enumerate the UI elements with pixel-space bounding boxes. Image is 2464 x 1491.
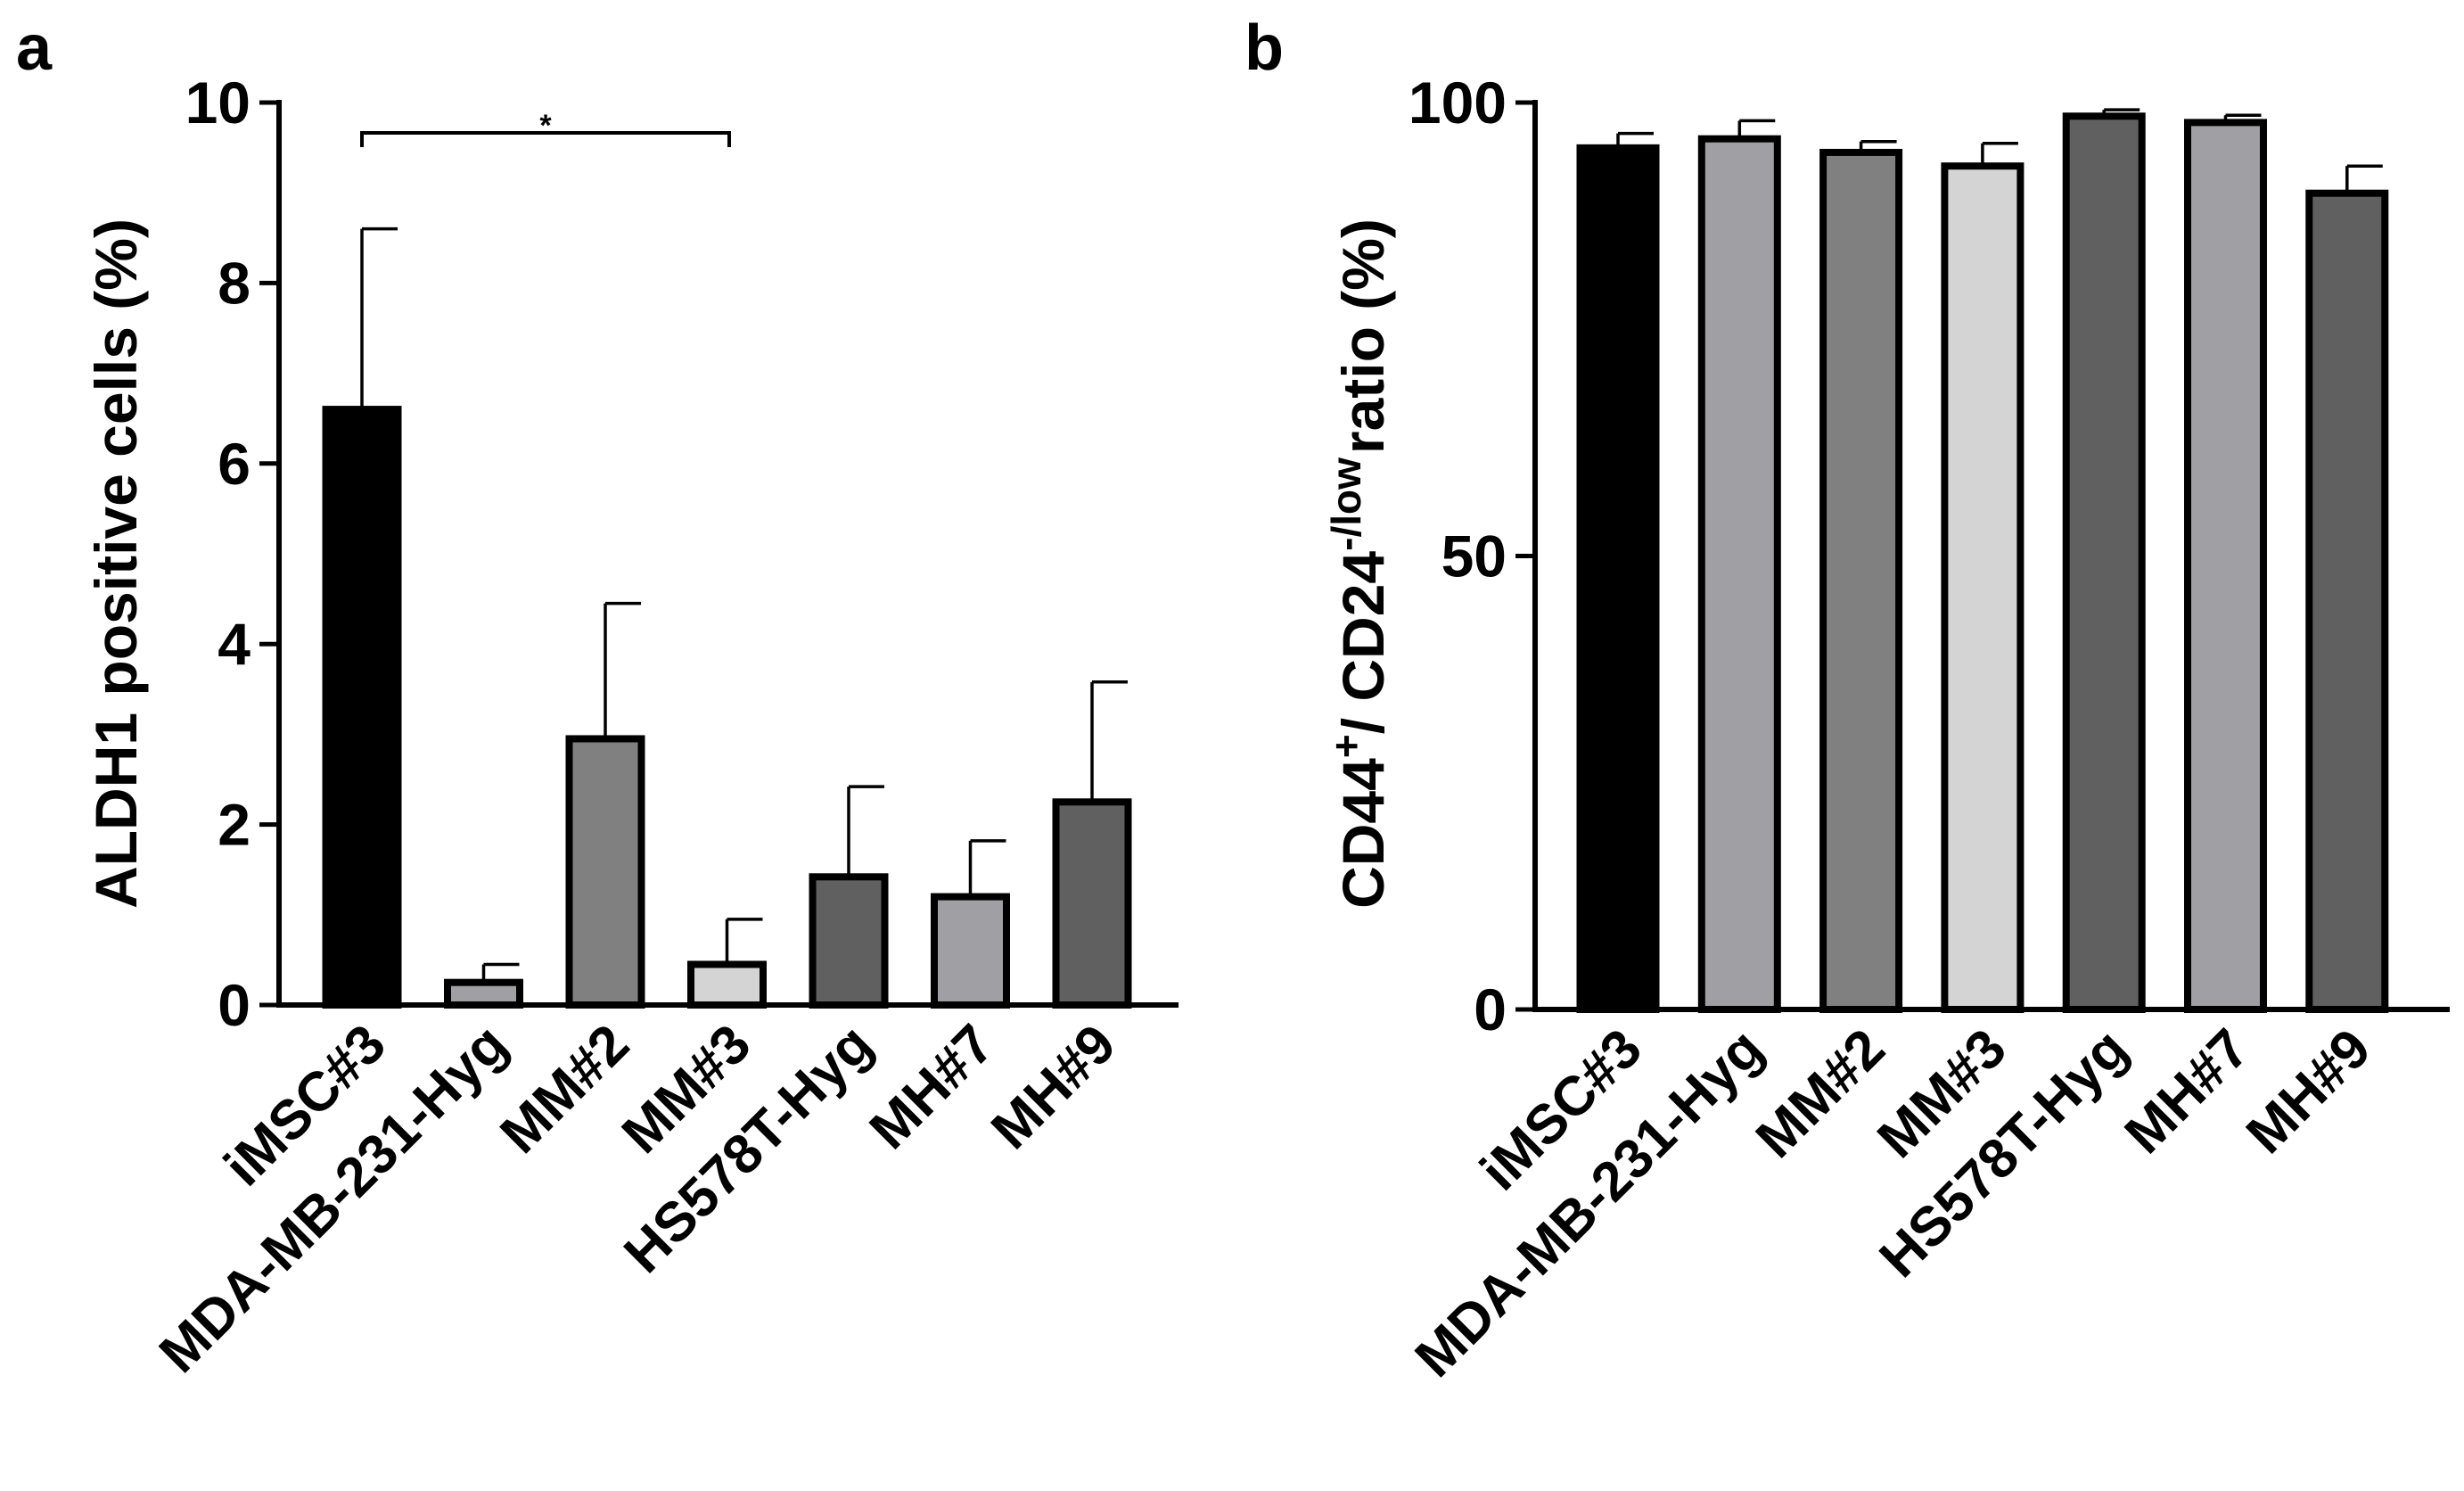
panel-b-axes — [1532, 100, 2450, 1012]
bar-mda-mb-231-hyg — [1697, 135, 1781, 1013]
y-tick-label: 10 — [185, 70, 251, 136]
y-title-part-low: -/low — [1323, 457, 1369, 551]
bar-mm-3 — [687, 960, 767, 1009]
bar-imsc-3 — [322, 406, 402, 1009]
bar-hs578t-hyg — [809, 873, 889, 1009]
panel-a-category-labels: iMSC#3MDA-MB-231-HygMM#2MM#3HS578T-HygMH… — [148, 1013, 1128, 1385]
y-tick-label: 100 — [1409, 70, 1507, 136]
category-label: MM#2 — [1745, 1017, 1897, 1170]
bar-mh-9 — [1052, 798, 1132, 1009]
y-tick-label: 50 — [1441, 523, 1507, 589]
panel-b-y-axis-title: CD44+/ CD24-/lowratio (%) — [1323, 218, 1396, 909]
bar-mh-9 — [2305, 189, 2389, 1013]
panel-b-letter: b — [1244, 12, 1284, 84]
y-title-part-ratio: ratio (%) — [1330, 218, 1396, 454]
y-tick-label: 0 — [1474, 976, 1507, 1042]
bar-mm-2 — [1819, 148, 1903, 1013]
bar-mm-2 — [565, 735, 645, 1009]
category-label: MM#2 — [489, 1013, 641, 1166]
significance-label: * — [539, 109, 552, 143]
category-label: MH#7 — [2114, 1017, 2262, 1166]
panel-a-axes — [276, 100, 1179, 1008]
bar-imsc-3 — [1576, 144, 1660, 1014]
y-tick-label: 6 — [218, 431, 251, 497]
significance-bracket — [360, 131, 731, 147]
y-title-part-plus: + — [1323, 734, 1369, 758]
panel-a-chart: a ALDH1 positive cells (%) 0 2 4 6 8 10 * iMS… — [16, 12, 1179, 1385]
panel-b-bars — [1576, 108, 2389, 1014]
panel-a-letter: a — [16, 12, 53, 84]
bar-mda-mb-231-hyg — [444, 978, 523, 1009]
panel-b-y-ticks: 0 50 100 — [1409, 70, 1535, 1042]
panel-b-category-labels: iMSC#3MDA-MB-231-HygMM#2MM#3HS578T-HygMH… — [1404, 1017, 2383, 1389]
bar-mm-3 — [1941, 162, 2025, 1013]
bar-hs578t-hyg — [2062, 112, 2146, 1013]
y-tick-label: 4 — [218, 611, 251, 677]
panel-a-bars — [322, 227, 1132, 1009]
panel-a-significance: * — [360, 109, 731, 147]
panel-a-y-axis-title: ALDH1 positive cells (%) — [83, 218, 149, 909]
y-tick-label: 0 — [218, 972, 251, 1038]
y-title-part-cd44: CD44 — [1330, 758, 1396, 909]
y-tick-label: 2 — [218, 792, 251, 858]
bar-mh-7 — [2184, 119, 2267, 1013]
category-label: MH#9 — [980, 1013, 1128, 1161]
panel-b-chart: b CD44+/ CD24-/lowratio (%) 0 50 100 iMSC#… — [1244, 12, 2450, 1389]
bar-mh-7 — [931, 893, 1010, 1009]
y-tick-label: 8 — [218, 250, 251, 316]
panel-a-y-ticks: 0 2 4 6 8 10 — [185, 70, 279, 1038]
category-label: MH#7 — [858, 1013, 1006, 1161]
y-title-part-cd24: / CD24 — [1330, 551, 1396, 735]
category-label: MH#9 — [2235, 1017, 2383, 1166]
